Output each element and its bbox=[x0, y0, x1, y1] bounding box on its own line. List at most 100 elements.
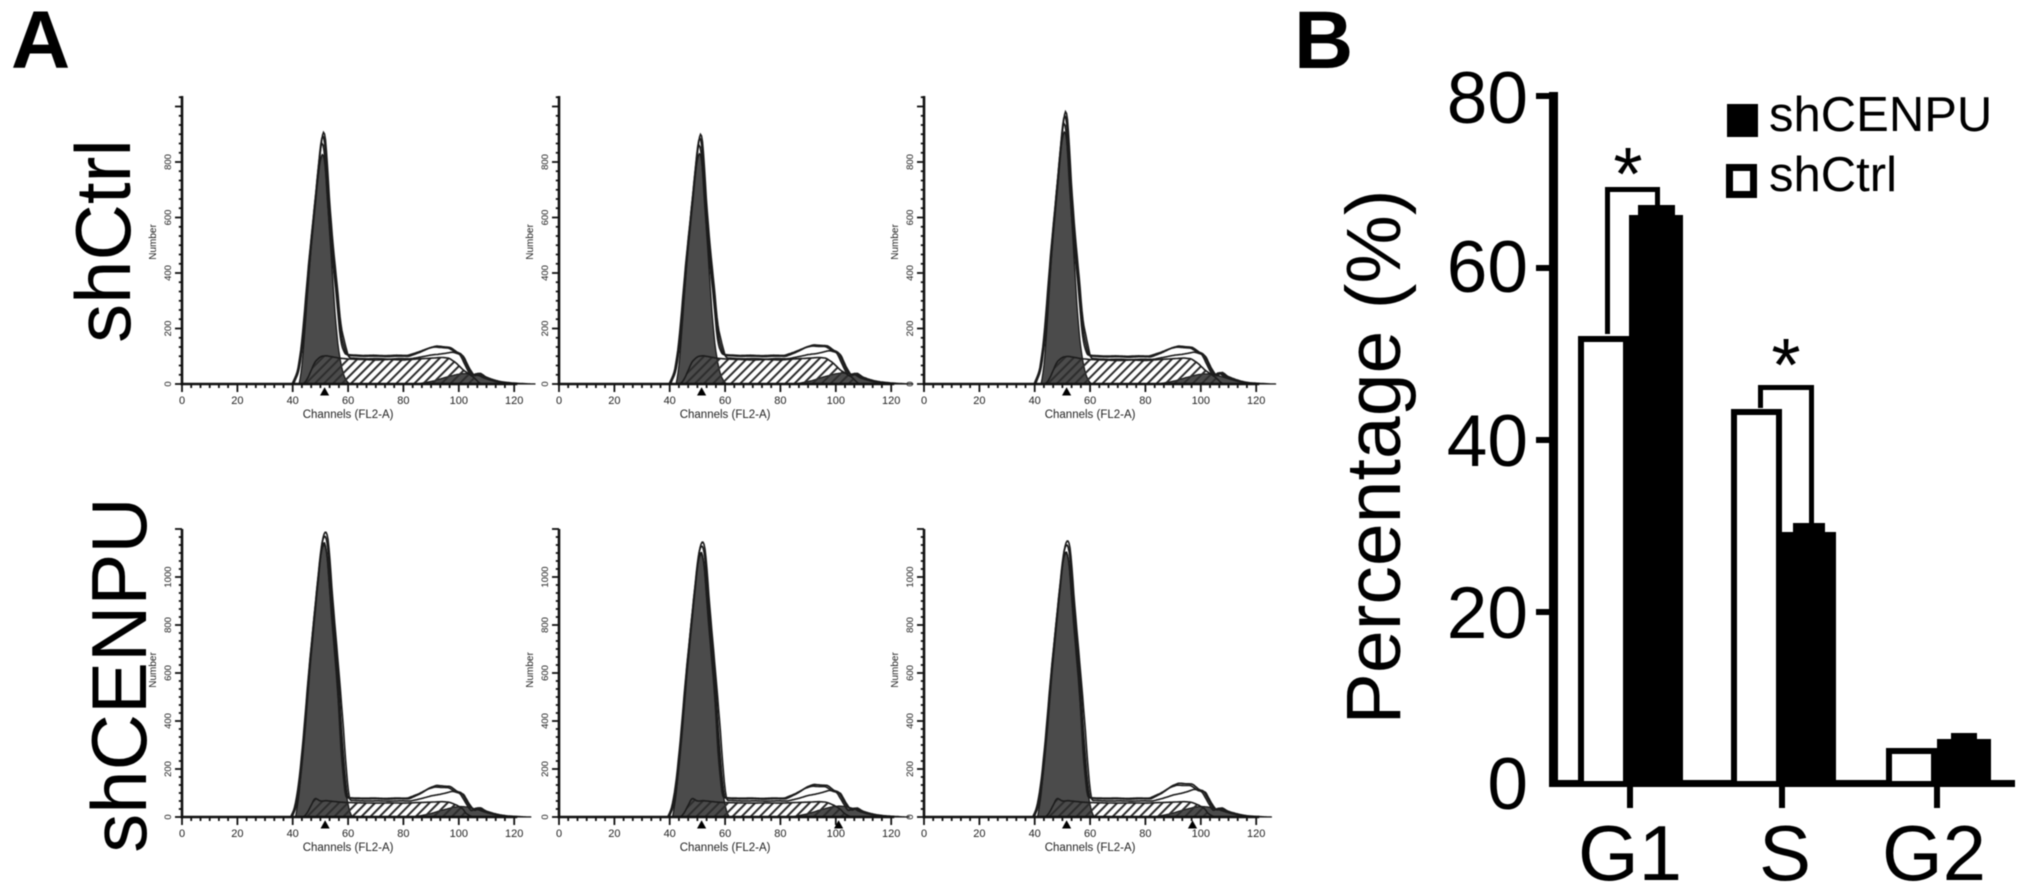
svg-text:Channels (FL2-A): Channels (FL2-A) bbox=[1045, 842, 1136, 854]
svg-text:200: 200 bbox=[163, 321, 174, 337]
svg-text:20: 20 bbox=[973, 395, 985, 407]
svg-text:120: 120 bbox=[505, 828, 523, 840]
svg-text:80: 80 bbox=[397, 395, 409, 407]
svg-text:1000: 1000 bbox=[163, 566, 174, 587]
svg-text:60: 60 bbox=[1084, 828, 1096, 840]
svg-text:0: 0 bbox=[179, 395, 185, 407]
svg-text:0: 0 bbox=[921, 395, 927, 407]
svg-text:80: 80 bbox=[1447, 58, 1528, 139]
svg-text:100: 100 bbox=[827, 395, 845, 407]
svg-text:600: 600 bbox=[540, 665, 551, 681]
svg-text:A: A bbox=[11, 0, 70, 86]
svg-text:40: 40 bbox=[287, 395, 299, 407]
svg-text:G2: G2 bbox=[1882, 809, 1986, 894]
svg-text:Channels (FL2-A): Channels (FL2-A) bbox=[303, 409, 394, 421]
svg-text:20: 20 bbox=[608, 395, 620, 407]
svg-text:100: 100 bbox=[1192, 828, 1210, 840]
svg-text:shCENPU: shCENPU bbox=[1769, 88, 1992, 142]
svg-text:*: * bbox=[1771, 323, 1800, 407]
svg-text:120: 120 bbox=[505, 395, 523, 407]
svg-text:0: 0 bbox=[1487, 744, 1528, 825]
svg-text:800: 800 bbox=[163, 154, 174, 170]
svg-text:100: 100 bbox=[1192, 395, 1210, 407]
svg-text:0: 0 bbox=[540, 814, 551, 819]
svg-text:80: 80 bbox=[774, 828, 786, 840]
svg-text:200: 200 bbox=[540, 761, 551, 777]
svg-text:400: 400 bbox=[905, 713, 916, 729]
svg-text:60: 60 bbox=[1084, 395, 1096, 407]
svg-text:800: 800 bbox=[905, 617, 916, 633]
svg-text:600: 600 bbox=[905, 665, 916, 681]
svg-text:200: 200 bbox=[540, 321, 551, 337]
svg-text:80: 80 bbox=[774, 395, 786, 407]
svg-text:shCtrl: shCtrl bbox=[59, 139, 147, 343]
svg-text:600: 600 bbox=[163, 665, 174, 681]
svg-text:Number: Number bbox=[890, 652, 901, 688]
svg-text:60: 60 bbox=[342, 395, 354, 407]
svg-text:Channels (FL2-A): Channels (FL2-A) bbox=[680, 409, 771, 421]
svg-text:Number: Number bbox=[148, 652, 159, 688]
svg-text:120: 120 bbox=[1247, 828, 1265, 840]
svg-text:Number: Number bbox=[525, 224, 536, 260]
svg-text:40: 40 bbox=[664, 828, 676, 840]
svg-text:*: * bbox=[1613, 132, 1642, 216]
svg-text:200: 200 bbox=[905, 321, 916, 337]
svg-text:1000: 1000 bbox=[540, 566, 551, 587]
svg-text:120: 120 bbox=[882, 395, 900, 407]
svg-text:B: B bbox=[1294, 0, 1353, 86]
svg-text:G1: G1 bbox=[1578, 809, 1682, 894]
svg-text:600: 600 bbox=[905, 210, 916, 226]
svg-text:80: 80 bbox=[1139, 395, 1151, 407]
svg-text:0: 0 bbox=[163, 814, 174, 819]
svg-text:40: 40 bbox=[1029, 395, 1041, 407]
svg-text:40: 40 bbox=[1447, 401, 1528, 482]
svg-text:600: 600 bbox=[540, 210, 551, 226]
svg-text:0: 0 bbox=[921, 828, 927, 840]
svg-text:Number: Number bbox=[525, 652, 536, 688]
svg-text:Channels (FL2-A): Channels (FL2-A) bbox=[1045, 409, 1136, 421]
svg-text:0: 0 bbox=[163, 381, 174, 386]
svg-text:60: 60 bbox=[719, 395, 731, 407]
svg-text:400: 400 bbox=[163, 265, 174, 281]
svg-text:20: 20 bbox=[231, 395, 243, 407]
svg-text:40: 40 bbox=[1029, 828, 1041, 840]
svg-text:20: 20 bbox=[231, 828, 243, 840]
svg-text:100: 100 bbox=[450, 828, 468, 840]
svg-text:100: 100 bbox=[450, 395, 468, 407]
svg-text:0: 0 bbox=[905, 814, 916, 819]
svg-text:S: S bbox=[1759, 809, 1811, 894]
svg-text:Number: Number bbox=[890, 224, 901, 260]
svg-text:400: 400 bbox=[163, 713, 174, 729]
svg-text:100: 100 bbox=[827, 828, 845, 840]
svg-text:40: 40 bbox=[287, 828, 299, 840]
svg-text:0: 0 bbox=[556, 828, 562, 840]
svg-text:shCtrl: shCtrl bbox=[1769, 148, 1897, 202]
svg-text:20: 20 bbox=[608, 828, 620, 840]
svg-text:120: 120 bbox=[1247, 395, 1265, 407]
svg-text:600: 600 bbox=[163, 210, 174, 226]
svg-text:60: 60 bbox=[719, 828, 731, 840]
svg-text:200: 200 bbox=[163, 761, 174, 777]
svg-text:0: 0 bbox=[556, 395, 562, 407]
svg-text:400: 400 bbox=[540, 713, 551, 729]
svg-text:Number: Number bbox=[148, 224, 159, 260]
svg-text:800: 800 bbox=[905, 154, 916, 170]
svg-text:shCENPU: shCENPU bbox=[75, 497, 163, 852]
svg-text:Percentage (%): Percentage (%) bbox=[1331, 190, 1417, 725]
svg-text:800: 800 bbox=[540, 617, 551, 633]
svg-text:0: 0 bbox=[540, 381, 551, 386]
svg-text:800: 800 bbox=[540, 154, 551, 170]
svg-text:1000: 1000 bbox=[905, 566, 916, 587]
svg-text:60: 60 bbox=[342, 828, 354, 840]
svg-text:20: 20 bbox=[973, 828, 985, 840]
svg-text:Channels (FL2-A): Channels (FL2-A) bbox=[303, 842, 394, 854]
svg-text:40: 40 bbox=[664, 395, 676, 407]
svg-text:400: 400 bbox=[905, 265, 916, 281]
svg-text:0: 0 bbox=[179, 828, 185, 840]
svg-text:Channels (FL2-A): Channels (FL2-A) bbox=[680, 842, 771, 854]
svg-text:200: 200 bbox=[905, 761, 916, 777]
svg-text:20: 20 bbox=[1447, 573, 1528, 654]
svg-text:80: 80 bbox=[1139, 828, 1151, 840]
svg-text:400: 400 bbox=[540, 265, 551, 281]
svg-text:800: 800 bbox=[163, 617, 174, 633]
